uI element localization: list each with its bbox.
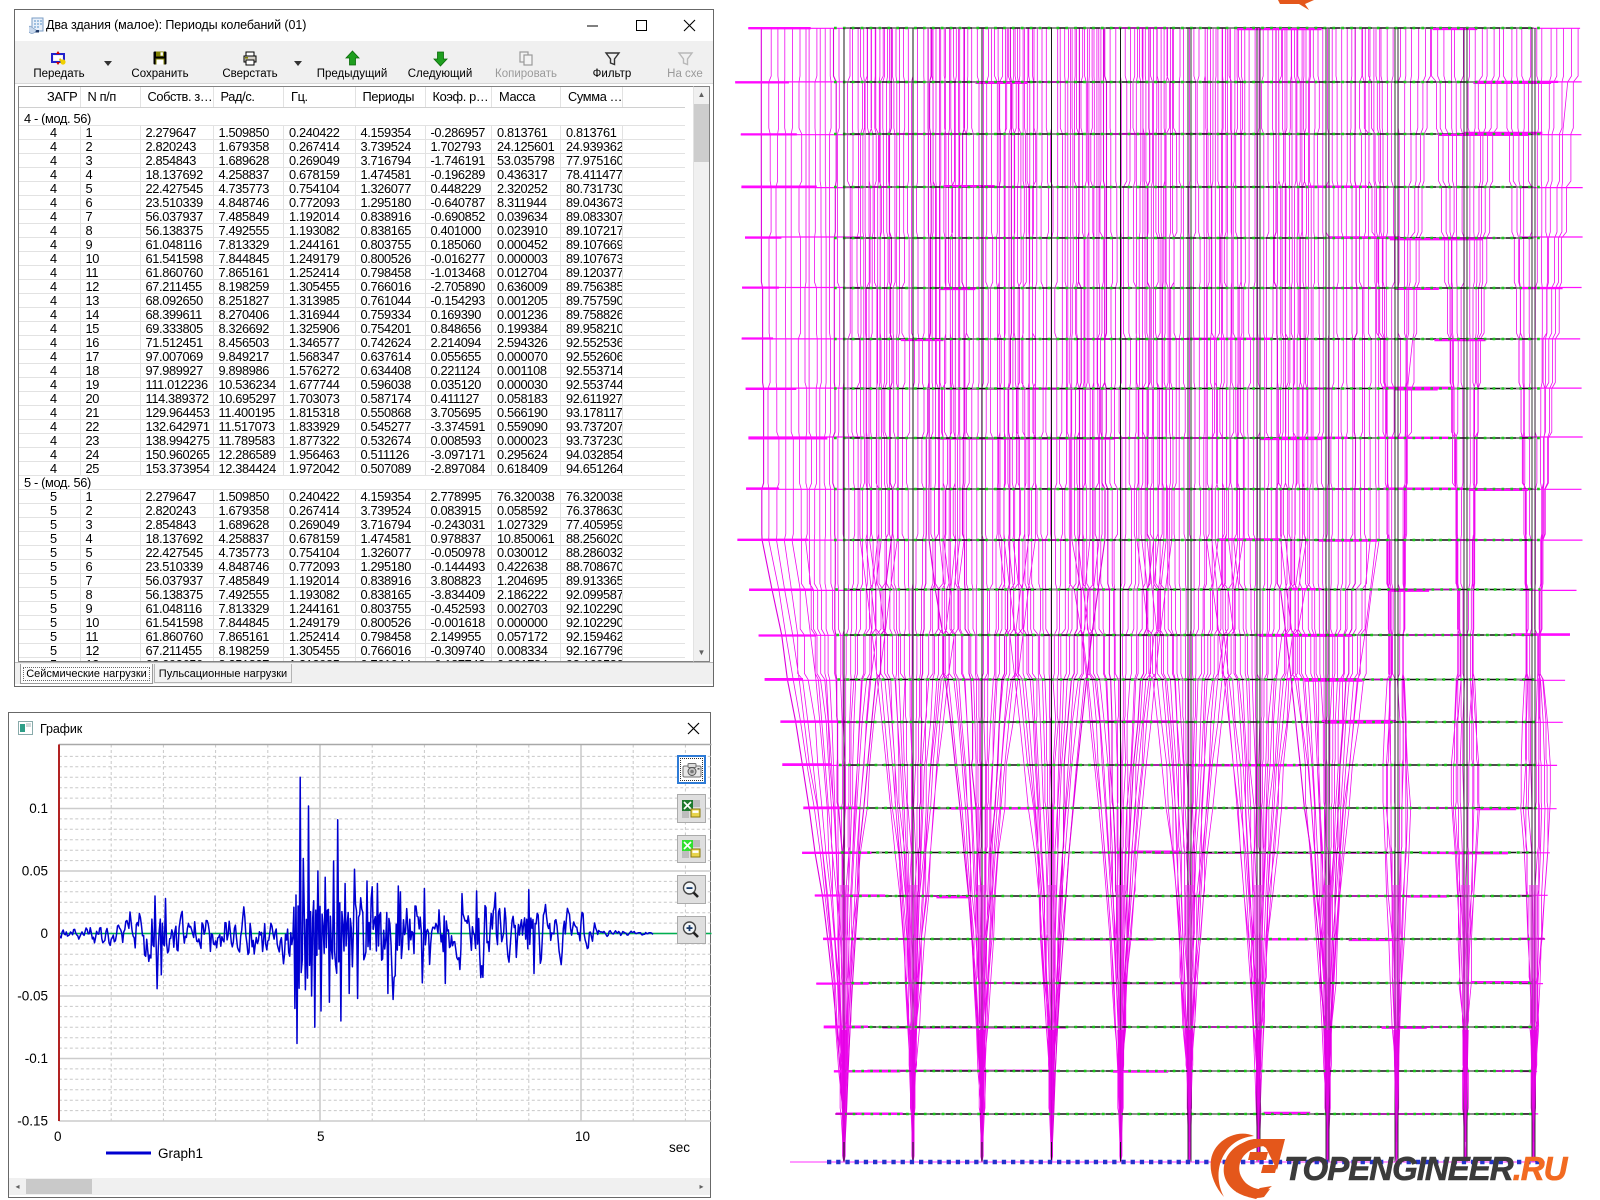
svg-text:sec: sec (669, 1140, 690, 1155)
svg-text:-0.15: -0.15 (17, 1114, 48, 1129)
svg-text:0: 0 (40, 926, 48, 941)
svg-text:0.05: 0.05 (22, 864, 48, 879)
svg-text:0.1: 0.1 (29, 801, 48, 816)
svg-text:-0.05: -0.05 (17, 989, 48, 1004)
svg-text:10: 10 (575, 1129, 590, 1144)
svg-text:Graph1: Graph1 (158, 1146, 203, 1161)
svg-text:-0.1: -0.1 (25, 1051, 48, 1066)
svg-text:5: 5 (317, 1129, 325, 1144)
svg-text:TOPENGINEER.RU: TOPENGINEER.RU (1284, 1150, 1569, 1187)
svg-text:0: 0 (54, 1129, 62, 1144)
